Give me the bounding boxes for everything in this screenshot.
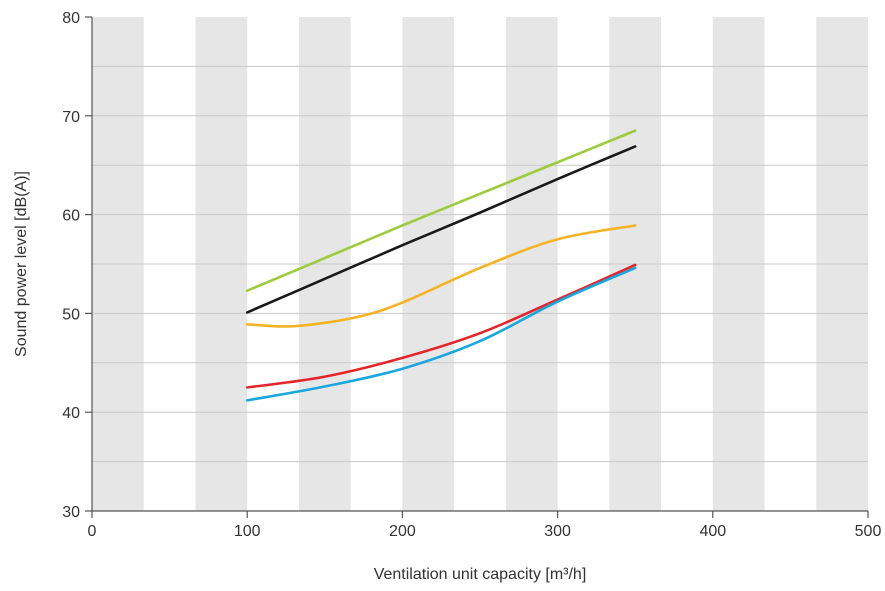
y-tick-label: 50 <box>62 306 80 323</box>
series-lines <box>245 129 637 402</box>
axes <box>85 16 869 518</box>
y-axis-title: Sound power level [dB(A)] <box>13 171 30 357</box>
y-tick-label: 80 <box>62 10 80 27</box>
x-tick-label: 500 <box>855 523 882 540</box>
series-line-2 <box>245 145 637 314</box>
x-axis-title: Ventilation unit capacity [m³/h] <box>374 566 587 583</box>
x-tick-label: 300 <box>544 523 571 540</box>
x-tick-label: 200 <box>389 523 416 540</box>
x-tick-label: 0 <box>88 523 97 540</box>
series-line-1 <box>245 129 637 292</box>
series-line-5 <box>245 266 637 402</box>
y-tick-label: 40 <box>62 405 80 422</box>
series-line-3 <box>245 224 637 328</box>
y-tick-label: 60 <box>62 208 80 225</box>
x-tick-label: 400 <box>699 523 726 540</box>
series-line-4 <box>245 263 637 389</box>
tick-labels: 30 40 50 60 70 80 0 100 200 300 400 500 <box>62 10 881 540</box>
gridlines <box>92 65 868 463</box>
y-tick-label: 70 <box>62 109 80 126</box>
y-tick-label: 30 <box>62 504 80 521</box>
x-tick-label: 100 <box>234 523 261 540</box>
